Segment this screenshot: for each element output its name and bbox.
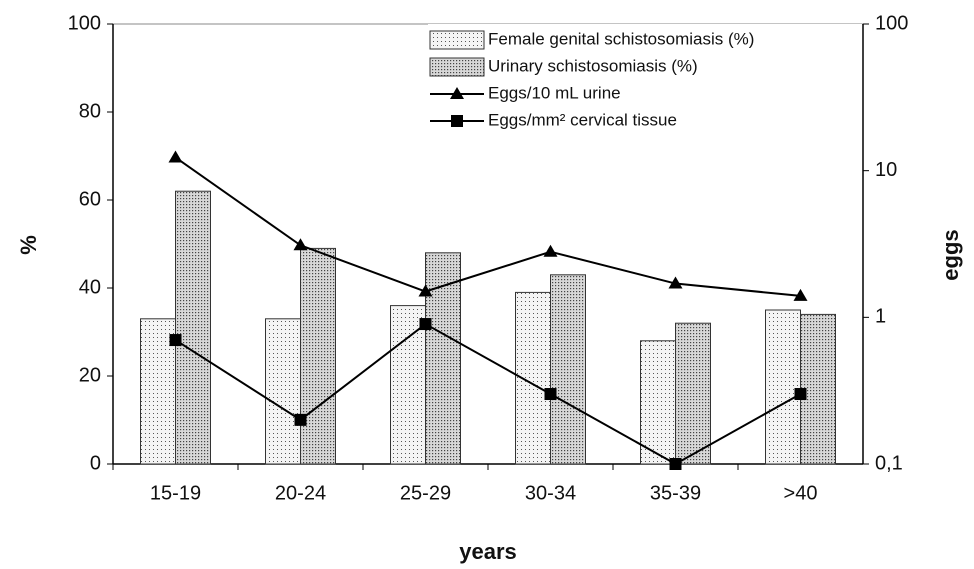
y2-tick-label: 1 xyxy=(875,306,886,328)
y-tick-label: 0 xyxy=(90,452,101,474)
marker xyxy=(419,318,432,331)
marker xyxy=(543,244,558,257)
bar xyxy=(390,305,426,465)
legend-label: Eggs/10 mL urine xyxy=(488,83,621,102)
x-tick-label: 35-39 xyxy=(650,482,701,504)
marker xyxy=(293,238,308,251)
marker xyxy=(294,413,307,426)
legend-label: Urinary schistosomiasis (%) xyxy=(488,56,698,75)
marker xyxy=(794,388,807,401)
bar xyxy=(265,318,301,465)
legend-label: Eggs/mm² cervical tissue xyxy=(488,110,677,129)
legend-marker xyxy=(451,115,463,127)
line xyxy=(174,322,801,466)
legend-swatch xyxy=(429,57,485,77)
bar xyxy=(640,340,676,465)
y-tick-label: 60 xyxy=(79,188,101,210)
legend-swatch xyxy=(429,30,485,50)
marker xyxy=(168,150,183,163)
y2-tick-label: 100 xyxy=(875,12,908,34)
y-tick-label: 40 xyxy=(79,276,101,298)
bar xyxy=(675,322,711,465)
y2-tick-label: 10 xyxy=(875,159,897,181)
marker xyxy=(418,284,433,297)
marker xyxy=(668,276,683,289)
bar xyxy=(425,252,461,465)
marker xyxy=(544,388,557,401)
bar xyxy=(175,190,211,465)
y-tick-label: 100 xyxy=(68,12,101,34)
y2-axis-label: eggs xyxy=(938,229,963,280)
marker xyxy=(169,334,182,347)
x-tick-label: 25-29 xyxy=(400,482,451,504)
x-axis-label: years xyxy=(459,539,517,564)
legend-label: Female genital schistosomiasis (%) xyxy=(488,29,754,48)
legend-box xyxy=(428,24,862,140)
y2-tick-label: 0,1 xyxy=(875,452,903,474)
legend-marker xyxy=(450,87,464,99)
bar xyxy=(550,274,586,465)
y-tick-label: 20 xyxy=(79,364,101,386)
marker xyxy=(793,288,808,301)
y-tick-label: 80 xyxy=(79,100,101,122)
x-tick-label: >40 xyxy=(784,482,818,504)
x-tick-label: 20-24 xyxy=(275,482,326,504)
bar xyxy=(300,247,336,465)
x-tick-label: 30-34 xyxy=(525,482,576,504)
marker xyxy=(669,458,682,470)
y-axis-label: % xyxy=(16,235,41,255)
bar xyxy=(765,309,801,465)
x-tick-label: 15-19 xyxy=(150,482,201,504)
line xyxy=(174,156,801,297)
